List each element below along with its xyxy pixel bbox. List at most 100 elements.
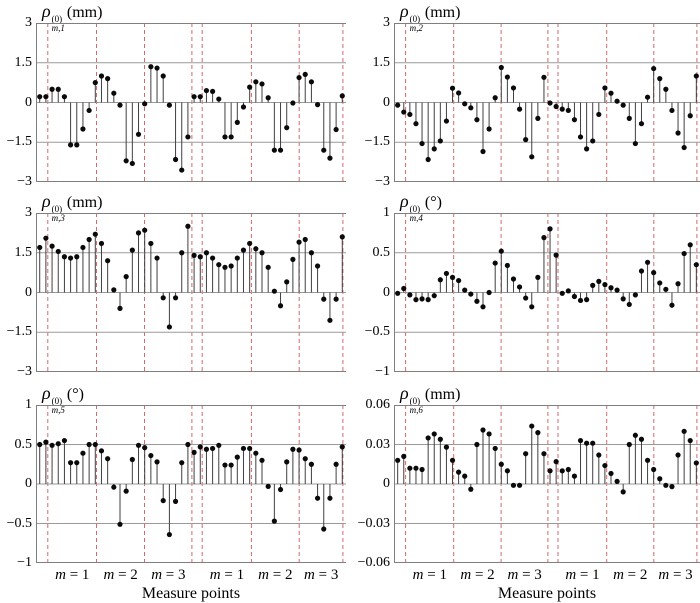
data-point-marker: [172, 156, 179, 163]
data-point-marker: [290, 100, 296, 106]
rho-sub-sup: (0) m,1: [51, 14, 65, 34]
y-tick-label: 0: [383, 94, 390, 110]
x-group-label: m = 2: [460, 567, 495, 583]
data-point-marker: [92, 441, 98, 448]
superscript: (0): [409, 14, 421, 24]
data-point-marker: [166, 102, 172, 108]
data-point-marker: [327, 317, 333, 323]
data-point-marker: [142, 227, 148, 233]
data-point-marker: [253, 450, 259, 456]
subscript: m,1: [51, 23, 65, 34]
data-point-marker: [431, 146, 437, 152]
data-point-marker: [584, 146, 590, 152]
y-tick-label: 0.5: [14, 436, 33, 452]
stem-plot: [394, 213, 700, 372]
data-point-marker: [296, 447, 302, 453]
y-tick-label: −3: [375, 174, 390, 189]
data-point-marker: [154, 459, 160, 465]
data-point-marker: [669, 484, 675, 490]
y-axis-label: ρ (0) m,4 (°): [400, 191, 442, 224]
data-point-marker: [222, 264, 228, 270]
unit-label: (°): [66, 386, 84, 403]
data-point-marker: [492, 445, 498, 452]
data-point-marker: [210, 255, 216, 261]
data-point-marker: [401, 453, 407, 459]
data-point-marker: [516, 284, 523, 290]
data-point-marker: [602, 462, 608, 469]
data-point-marker: [43, 235, 49, 241]
data-point-marker: [498, 64, 504, 71]
data-point-marker: [462, 287, 468, 293]
m-variable: m: [658, 567, 670, 583]
data-point-marker: [626, 115, 632, 121]
data-point-marker: [247, 445, 253, 452]
data-point-marker: [669, 107, 675, 114]
data-point-marker: [541, 235, 547, 241]
data-point-marker: [632, 140, 638, 147]
m-variable: m: [304, 567, 315, 583]
data-point-marker: [510, 85, 517, 91]
data-point-marker: [228, 134, 234, 140]
data-point-marker: [302, 71, 308, 78]
data-point-marker: [277, 303, 284, 309]
data-point-marker: [638, 268, 645, 274]
subscript: m,5: [51, 405, 65, 416]
data-point-marker: [61, 94, 68, 100]
data-point-marker: [234, 454, 240, 460]
data-point-marker: [247, 84, 253, 90]
data-point-marker: [565, 466, 571, 473]
data-point-marker: [43, 439, 49, 445]
data-point-marker: [541, 74, 547, 80]
data-point-marker: [571, 473, 578, 479]
y-tick-label: 0: [25, 94, 32, 110]
data-point-marker: [516, 482, 523, 488]
data-point-marker: [172, 295, 179, 301]
y-tick-label: 3: [25, 15, 32, 30]
data-point-marker: [596, 452, 602, 458]
data-point-marker: [407, 111, 413, 118]
data-point-marker: [105, 76, 111, 82]
data-point-marker: [547, 100, 553, 106]
data-point-marker: [284, 459, 290, 465]
data-point-marker: [651, 270, 657, 276]
data-point-marker: [529, 154, 535, 160]
y-tick-label: 1.5: [14, 244, 33, 260]
data-point-marker: [480, 148, 486, 155]
data-point-marker: [92, 80, 98, 86]
data-point-marker: [663, 286, 669, 292]
data-point-marker: [681, 144, 687, 151]
data-point-marker: [516, 106, 523, 112]
data-point-marker: [571, 117, 578, 123]
m-variable: m: [209, 567, 221, 583]
data-point-marker: [687, 242, 693, 248]
data-point-marker: [105, 456, 111, 462]
unit-label: (°): [424, 194, 442, 211]
data-point-marker: [584, 297, 590, 303]
data-point-marker: [234, 255, 240, 261]
y-tick-label: −0.06: [357, 555, 390, 570]
data-point-marker: [302, 456, 308, 462]
rho-symbol: ρ: [42, 191, 51, 211]
data-point-marker: [474, 298, 480, 304]
data-point-marker: [577, 134, 584, 140]
y-tick-label: 1: [25, 397, 32, 412]
data-point-marker: [277, 486, 284, 493]
data-point-marker: [480, 427, 486, 433]
data-point-marker: [425, 297, 431, 303]
data-point-marker: [693, 262, 699, 268]
data-point-marker: [462, 101, 468, 107]
data-point-marker: [395, 102, 401, 108]
data-point-marker: [663, 482, 669, 488]
y-tick-label: −1.5: [364, 134, 390, 150]
data-point-marker: [413, 465, 419, 471]
data-point-marker: [321, 296, 327, 302]
y-tick-label: −3: [17, 174, 32, 189]
rho-sub-sup: (0) m,4: [410, 204, 423, 224]
data-point-marker: [98, 73, 105, 79]
data-point-marker: [49, 86, 55, 92]
data-point-marker: [620, 296, 626, 302]
data-point-marker: [135, 442, 142, 448]
data-point-marker: [123, 158, 129, 164]
data-point-marker: [135, 230, 142, 236]
